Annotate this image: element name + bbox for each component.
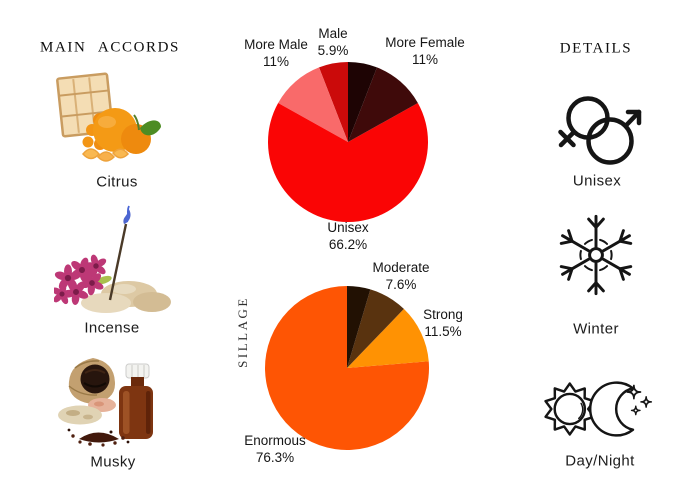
amber-bottle bbox=[119, 363, 153, 439]
detail-label-unisex: Unisex bbox=[572, 172, 622, 190]
gender-pie-chart bbox=[268, 62, 428, 222]
musk-granules bbox=[67, 428, 130, 447]
female-crossbar bbox=[558, 129, 576, 148]
pie-slice-more-male bbox=[278, 67, 348, 142]
slice-percent: 11% bbox=[411, 52, 439, 67]
sparkle-star-medium bbox=[640, 395, 653, 408]
sun-moon-icon bbox=[544, 381, 653, 437]
detail-label-day-night: Day/Night bbox=[565, 452, 635, 470]
pie-slice-more-female bbox=[348, 67, 418, 142]
gender-label-more-female: More Female 11% bbox=[385, 35, 465, 69]
slice-name: Moderate bbox=[372, 260, 430, 276]
musk-pod bbox=[80, 364, 110, 394]
sillage-label-enormous: Enormous 76.3% bbox=[244, 433, 306, 467]
accord-label-musky: Musky bbox=[90, 453, 136, 471]
gender-label-more-male: More Male 11% bbox=[244, 37, 308, 71]
pie-slice-strong bbox=[347, 308, 429, 368]
pie-slice-enormous bbox=[265, 286, 429, 450]
orange-segments bbox=[82, 148, 129, 162]
pie-slice-male bbox=[319, 62, 348, 142]
incense-stick bbox=[108, 205, 131, 301]
gender-label-male: Male 5.9% bbox=[318, 26, 349, 60]
sillage-pie-chart bbox=[265, 286, 429, 450]
stones bbox=[81, 281, 171, 313]
pie-slice-moderate bbox=[347, 289, 404, 368]
slice-percent: 7.6% bbox=[385, 277, 417, 292]
accord-label-incense: Incense bbox=[84, 319, 140, 337]
sparkle-star-small bbox=[630, 405, 641, 416]
male-circle bbox=[586, 117, 634, 165]
slice-percent: 76.3% bbox=[255, 450, 295, 465]
sun-core bbox=[553, 392, 587, 426]
stone-and-resin bbox=[58, 398, 116, 425]
sillage-axis-label: SILLAGE bbox=[235, 296, 250, 368]
sillage-label-moderate: Moderate 7.6% bbox=[372, 260, 429, 294]
citrus-accord-image bbox=[56, 72, 161, 162]
gender-label-unisex: Unisex 66.2% bbox=[327, 220, 368, 254]
slice-name: Male bbox=[318, 26, 348, 42]
male-arrow-head bbox=[625, 109, 642, 126]
snowflake-icon bbox=[557, 214, 635, 296]
male-female-interlocked-icon bbox=[558, 96, 642, 165]
slice-percent: 11.5% bbox=[424, 324, 462, 339]
slice-name: Unisex bbox=[327, 220, 369, 236]
slice-name: More Female bbox=[385, 35, 465, 51]
slice-percent: 5.9% bbox=[317, 43, 349, 58]
crescent-moon bbox=[588, 381, 635, 437]
slice-name: Enormous bbox=[244, 433, 306, 449]
sun-inner-highlight bbox=[578, 402, 584, 420]
pie-slice-unlabeled bbox=[348, 62, 377, 142]
accord-label-citrus: Citrus bbox=[96, 173, 138, 191]
detail-label-winter: Winter bbox=[573, 320, 619, 338]
sillage-label-strong: Strong 11.5% bbox=[423, 307, 463, 341]
mandarins bbox=[82, 108, 161, 154]
sparkle-star-large bbox=[626, 384, 642, 400]
slice-name: Strong bbox=[423, 307, 463, 323]
slice-name: More Male bbox=[244, 37, 308, 53]
incense-accord-image bbox=[54, 205, 171, 313]
pie-slice-unisex bbox=[268, 103, 428, 222]
details-header: DETAILS bbox=[559, 40, 633, 57]
main-accords-header: MAIN ACCORDS bbox=[40, 39, 180, 56]
orchid-flowers bbox=[54, 252, 112, 311]
slice-percent: 11% bbox=[262, 54, 290, 69]
slice-percent: 66.2% bbox=[328, 237, 368, 252]
pie-slice-unlabeled bbox=[347, 286, 371, 368]
musky-accord-image bbox=[58, 358, 153, 447]
